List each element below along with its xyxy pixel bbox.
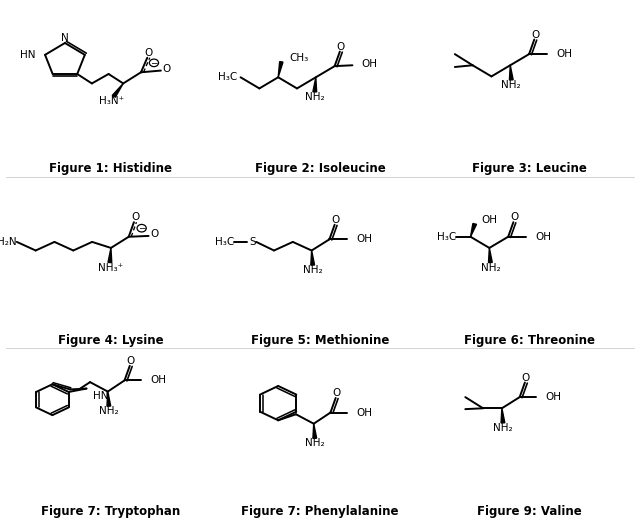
Text: NH₂: NH₂ [303, 265, 323, 275]
Text: S: S [250, 237, 257, 247]
Text: NH₂: NH₂ [493, 423, 513, 433]
Text: O: O [531, 30, 540, 40]
Text: O: O [131, 213, 140, 223]
Polygon shape [470, 224, 477, 237]
Text: Figure 4: Lysine: Figure 4: Lysine [58, 333, 164, 346]
Text: H₃C: H₃C [218, 72, 237, 82]
Text: N: N [61, 33, 69, 43]
Text: Figure 6: Threonine: Figure 6: Threonine [463, 333, 595, 346]
Text: H₃C: H₃C [436, 232, 456, 242]
Text: OH: OH [356, 234, 372, 244]
Text: O: O [150, 229, 159, 239]
Polygon shape [107, 392, 111, 406]
Polygon shape [112, 83, 124, 97]
Text: NH₂: NH₂ [99, 406, 118, 416]
Text: O: O [127, 356, 135, 366]
Text: CH₃: CH₃ [290, 54, 309, 64]
Text: HN: HN [20, 50, 36, 60]
Text: O: O [522, 373, 530, 383]
Text: NH₂: NH₂ [305, 92, 324, 102]
Polygon shape [311, 250, 315, 265]
Text: H₃C: H₃C [215, 237, 234, 247]
Polygon shape [509, 65, 513, 80]
Text: O: O [510, 213, 518, 223]
Text: H₂N: H₂N [0, 237, 17, 247]
Polygon shape [313, 77, 317, 92]
Text: −: − [138, 224, 145, 233]
Text: OH: OH [150, 375, 166, 385]
Text: OH: OH [535, 232, 551, 242]
Text: Figure 9: Valine: Figure 9: Valine [477, 505, 582, 518]
Text: OH: OH [356, 407, 372, 417]
Text: O: O [333, 388, 341, 398]
Text: O: O [332, 215, 340, 225]
Text: H₃N⁺: H₃N⁺ [99, 97, 124, 107]
Text: HN: HN [93, 391, 108, 401]
Text: Figure 1: Histidine: Figure 1: Histidine [49, 162, 172, 175]
Text: Figure 3: Leucine: Figure 3: Leucine [472, 162, 586, 175]
Text: NH₂: NH₂ [481, 262, 500, 272]
Text: OH: OH [546, 392, 562, 402]
Polygon shape [313, 424, 317, 438]
Text: −: − [150, 58, 157, 67]
Text: Figure 5: Methionine: Figure 5: Methionine [251, 333, 389, 346]
Polygon shape [501, 408, 505, 423]
Text: OH: OH [362, 59, 378, 69]
Text: NH₂: NH₂ [305, 438, 324, 448]
Text: NH₂: NH₂ [502, 80, 521, 90]
Text: Figure 2: Isoleucine: Figure 2: Isoleucine [255, 162, 385, 175]
Text: NH₃⁺: NH₃⁺ [99, 262, 124, 272]
Text: Figure 7: Tryptophan: Figure 7: Tryptophan [42, 505, 180, 518]
Polygon shape [108, 248, 112, 262]
Text: O: O [337, 42, 345, 52]
Polygon shape [278, 61, 283, 77]
Text: Figure 7: Phenylalanine: Figure 7: Phenylalanine [241, 505, 399, 518]
Text: O: O [144, 48, 152, 58]
Text: O: O [163, 64, 171, 74]
Polygon shape [488, 248, 492, 262]
Text: OH: OH [556, 49, 572, 59]
Text: OH: OH [481, 215, 497, 225]
